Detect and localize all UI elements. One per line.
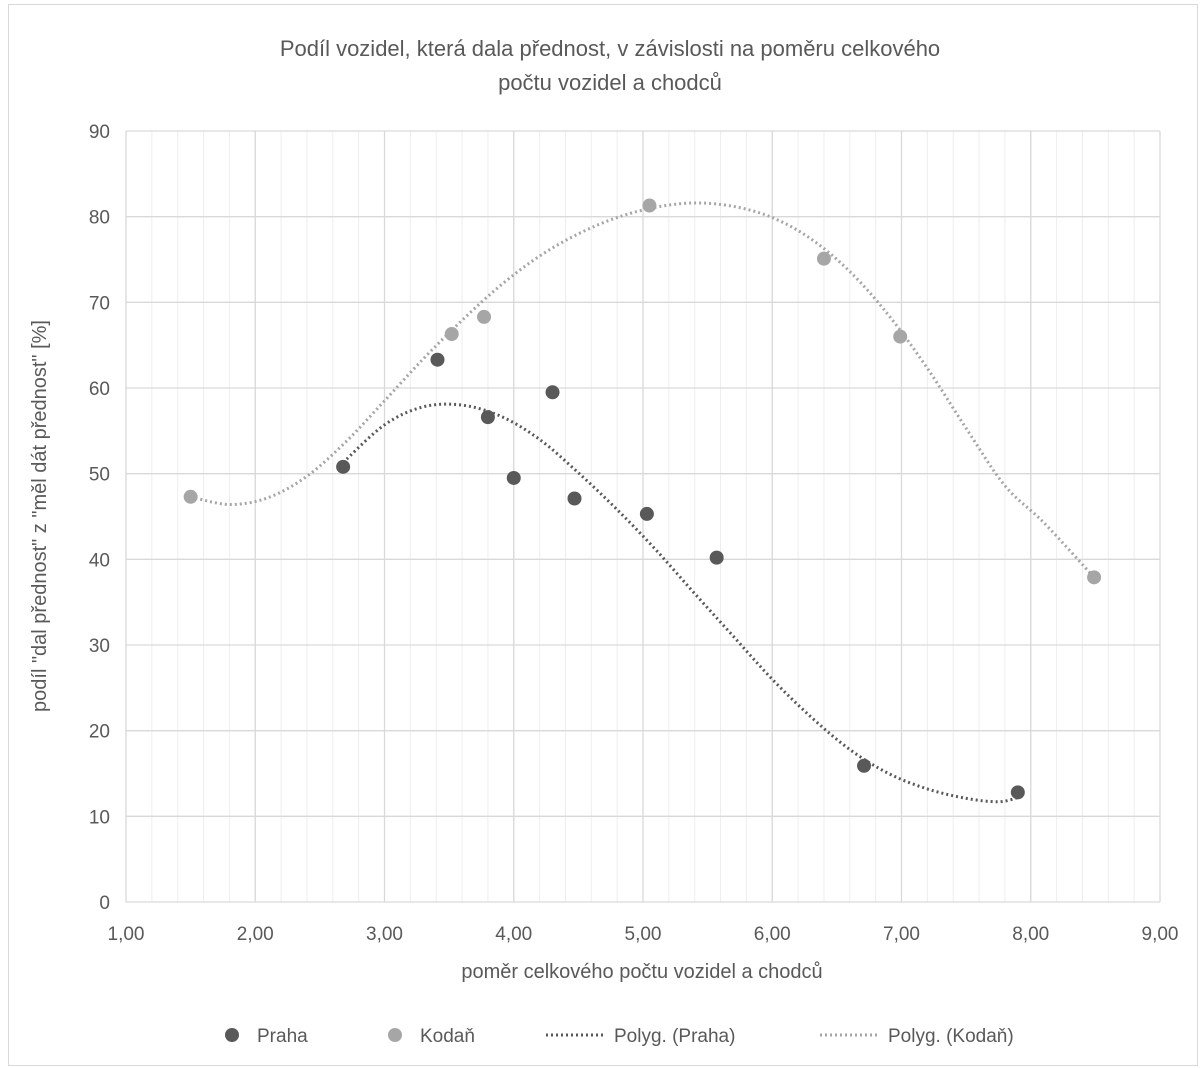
y-tick-label: 30 [89, 636, 110, 657]
major-gridlines [125, 130, 1161, 903]
y-tick-label: 80 [89, 208, 110, 229]
y-tick-label: 60 [89, 379, 110, 400]
point-praha [480, 410, 495, 425]
x-tick-label: 4,00 [495, 924, 532, 945]
legend-kodan-marker [388, 1028, 402, 1042]
y-tick-label: 70 [89, 293, 110, 314]
point-praha [336, 459, 351, 474]
y-tick-label: 50 [89, 465, 110, 486]
x-tick-label: 6,00 [754, 924, 791, 945]
data-points [183, 198, 1102, 800]
x-tick-label: 2,00 [237, 924, 274, 945]
point-praha [506, 470, 521, 485]
y-axis-label: podíl "dal přednost" z "měl dát přednost… [29, 320, 51, 712]
point-praha [1010, 785, 1025, 800]
y-tick-label: 40 [89, 550, 110, 571]
x-tick-label: 7,00 [883, 924, 920, 945]
legend: Praha Kodaň Polyg. (Praha) Polyg. (Kodaň) [225, 1026, 1014, 1047]
point-kodan [1087, 570, 1102, 585]
legend-praha-marker [225, 1028, 239, 1042]
point-praha [430, 352, 445, 367]
point-praha [857, 758, 872, 773]
x-axis-label: poměr celkového počtu vozidel a chodců [461, 961, 822, 983]
legend-praha-label: Praha [257, 1026, 308, 1047]
point-praha [545, 385, 560, 400]
chart-title-line-2: počtu vozidel a chodců [498, 70, 722, 95]
x-tick-label: 1,00 [108, 924, 145, 945]
y-tick-label: 0 [99, 893, 110, 914]
point-praha [709, 550, 724, 565]
x-tick-label: 5,00 [625, 924, 662, 945]
legend-polyg-kodan-label: Polyg. (Kodaň) [888, 1026, 1014, 1047]
point-praha [567, 491, 582, 506]
point-kodan [183, 489, 198, 504]
y-tick-label: 20 [89, 722, 110, 743]
trendline-praha [342, 402, 1019, 804]
chart-frame [8, 4, 1198, 1066]
y-axis-tick-labels: 0 10 20 30 40 50 60 70 80 90 [89, 122, 110, 914]
point-kodan [444, 327, 459, 342]
point-kodan [816, 251, 831, 266]
y-tick-label: 90 [89, 122, 110, 143]
legend-polyg-praha-label: Polyg. (Praha) [614, 1026, 735, 1047]
x-tick-label: 9,00 [1142, 924, 1179, 945]
x-axis-tick-labels: 1,00 2,00 3,00 4,00 5,00 6,00 7,00 8,00 9,00 [108, 924, 1179, 945]
y-tick-label: 10 [89, 807, 110, 828]
legend-kodan-label: Kodaň [420, 1026, 475, 1047]
chart-title-line-1: Podíl vozidel, která dala přednost, v zá… [280, 36, 940, 61]
x-tick-label: 8,00 [1012, 924, 1049, 945]
point-kodan [893, 329, 908, 344]
x-tick-label: 3,00 [366, 924, 403, 945]
point-kodan [642, 198, 657, 213]
point-kodan [477, 309, 492, 324]
point-praha [639, 506, 654, 521]
